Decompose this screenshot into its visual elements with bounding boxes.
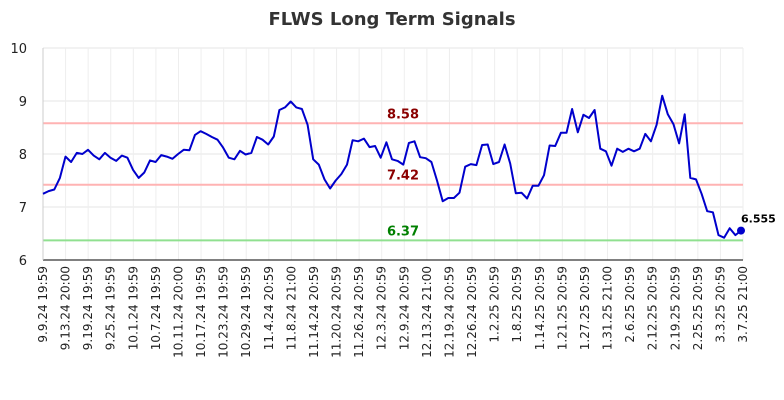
x-tick-label: 12.13.24 21:00 — [420, 266, 434, 358]
x-tick-label: 11.26.24 20:59 — [352, 266, 366, 358]
x-tick-label: 2.12.25 20:59 — [646, 266, 660, 350]
x-tick-label: 10.1.24 19:59 — [126, 266, 140, 350]
price-line — [42, 94, 742, 239]
y-tick-label: 10 — [10, 42, 27, 57]
x-tick-label: 12.19.24 20:59 — [442, 266, 456, 358]
x-tick-label: 3.7.25 21:00 — [736, 266, 750, 343]
x-tick-label: 3.3.25 20:59 — [713, 266, 727, 343]
x-tick-label: 12.3.24 20:59 — [375, 266, 389, 350]
x-tick-label: 9.19.24 19:59 — [81, 266, 95, 350]
x-tick-label: 9.9.24 19:59 — [36, 266, 50, 343]
x-tick-label: 11.4.24 20:59 — [262, 266, 276, 350]
x-tick-label: 10.11.24 20:00 — [171, 266, 185, 358]
x-tick-label: 2.6.25 20:59 — [623, 266, 637, 343]
y-tick-label: 9 — [19, 95, 27, 110]
signal-line-label: 7.42 — [387, 169, 419, 184]
last-value-label: 6.555 — [741, 213, 776, 226]
last-point-marker — [737, 226, 745, 235]
x-tick-label: 10.7.24 19:59 — [149, 266, 163, 350]
x-tick-label: 11.14.24 20:59 — [307, 266, 321, 358]
x-tick-label: 10.23.24 19:59 — [217, 266, 231, 358]
x-tick-label: 2.25.25 20:59 — [691, 266, 705, 350]
x-tick-label: 11.8.24 21:00 — [284, 266, 298, 350]
signal-line-label: 6.37 — [387, 224, 419, 239]
signal-line-label: 8.58 — [387, 107, 419, 122]
x-tick-label: 1.27.25 20:59 — [578, 266, 592, 350]
y-tick-label: 7 — [19, 201, 27, 216]
signal-lines — [43, 122, 743, 242]
x-tick-label: 9.13.24 20:00 — [59, 266, 73, 350]
x-tick-label: 11.20.24 20:59 — [330, 266, 344, 358]
x-tick-label: 1.8.25 20:59 — [510, 266, 524, 343]
x-tick-label: 10.29.24 19:59 — [239, 266, 253, 358]
x-tick-label: 1.21.25 20:59 — [555, 266, 569, 350]
y-tick-label: 8 — [19, 148, 27, 163]
x-tick-label: 1.31.25 21:00 — [601, 266, 615, 350]
x-tick-label: 10.17.24 19:59 — [194, 266, 208, 358]
x-tick-label: 12.26.24 20:59 — [465, 266, 479, 358]
y-tick-label: 6 — [19, 254, 27, 269]
axes: 6 7 8 9 10 9.9.24 19:59 9.13.24 20:00 9.19.24 1… — [10, 42, 750, 358]
series-layer — [42, 94, 745, 239]
labels: 8.58 7.42 6.37 6.555 — [387, 107, 776, 239]
x-tick-label: 1.2.25 20:59 — [488, 266, 502, 343]
x-tick-label: 12.9.24 20:59 — [397, 266, 411, 350]
x-tick-label: 1.14.25 20:59 — [533, 266, 547, 350]
x-tick-label: 2.19.25 20:59 — [668, 266, 682, 350]
x-tick-label: 9.25.24 19:59 — [104, 266, 118, 350]
chart-title: FLWS Long Term Signals — [268, 9, 515, 30]
